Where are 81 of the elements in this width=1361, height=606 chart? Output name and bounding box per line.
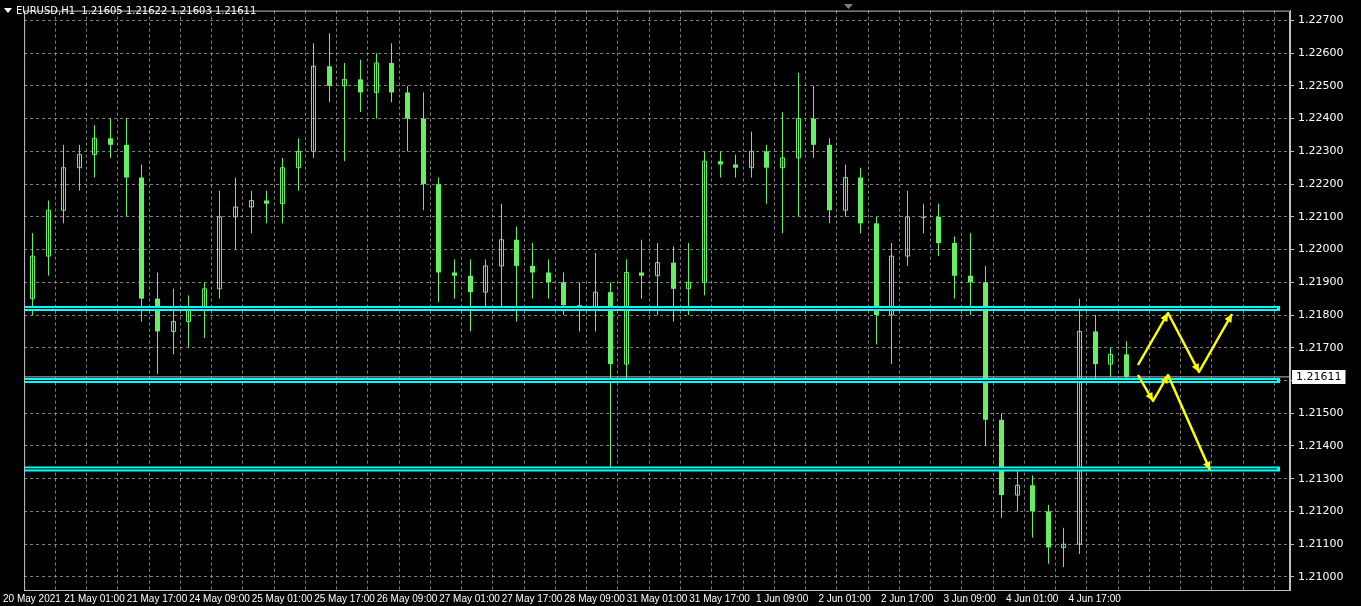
candlestick: [77, 144, 82, 192]
candlestick: [358, 59, 363, 113]
y-tick-label: 1.22000: [1298, 242, 1344, 256]
x-tick-label: 20 May 2021: [2, 592, 62, 604]
y-tick-label: 1.22700: [1298, 13, 1344, 27]
candlestick: [249, 190, 254, 234]
candlestick: [264, 190, 269, 224]
candlestick: [639, 239, 644, 300]
candlestick: [280, 157, 285, 224]
x-tick-label: 21 May 01:00: [64, 592, 126, 604]
y-tick-label: 1.22600: [1298, 46, 1344, 60]
candlestick: [921, 203, 926, 234]
candlestick: [296, 137, 301, 192]
x-tick-label: 4 Jun 17:00: [1068, 592, 1122, 604]
y-tick-label: 1.22200: [1298, 176, 1344, 190]
chart-title: EURUSD,H1 1.21605 1.21622 1.21603 1.21611: [16, 5, 257, 16]
candlestick: [483, 258, 488, 309]
x-tick-label: 4 Jun 01:00: [1006, 592, 1059, 604]
x-tick-label: 1 Jun 09:00: [755, 592, 809, 604]
x-tick-label: 25 May 17:00: [314, 592, 376, 604]
y-tick-label: 1.21000: [1298, 569, 1344, 583]
candlestick: [61, 144, 66, 224]
candlestick: [452, 258, 457, 300]
candlestick: [233, 177, 238, 251]
y-tick-label: 1.21500: [1298, 406, 1344, 420]
y-tick-label: 1.22500: [1298, 78, 1344, 92]
x-tick-label: 28 May 09:00: [564, 592, 626, 604]
y-tick-label: 1.22400: [1298, 111, 1344, 125]
candlestick: [92, 124, 97, 179]
x-tick-label: 2 Jun 01:00: [818, 592, 872, 604]
candlestick: [764, 144, 769, 205]
candlestick: [1077, 298, 1082, 555]
x-tick-label: 27 May 17:00: [501, 592, 563, 604]
y-tick-label: 1.22100: [1298, 209, 1344, 223]
candlestick: [905, 190, 910, 267]
y-tick-label: 1.21300: [1298, 471, 1344, 485]
x-tick-label: 21 May 17:00: [126, 592, 188, 604]
y-tick-label: 1.21800: [1298, 307, 1344, 321]
candlestick: [311, 42, 316, 159]
x-tick-label: 31 May 17:00: [689, 592, 751, 604]
candlestick: [718, 150, 723, 179]
y-tick-label: 1.21200: [1298, 504, 1344, 518]
candlestick: [30, 232, 35, 316]
y-tick-label: 1.21700: [1298, 340, 1344, 354]
y-tick-label: 1.21100: [1298, 537, 1344, 551]
candlestick: [733, 154, 738, 179]
candlestick: [468, 258, 473, 332]
y-tick-label: 1.21400: [1298, 438, 1344, 452]
candlestick: [1015, 468, 1020, 512]
x-tick-label: 27 May 01:00: [439, 592, 501, 604]
candlestick: [843, 163, 848, 218]
candlestick: [702, 150, 707, 296]
candlestick: [655, 242, 660, 316]
candlestick: [749, 131, 754, 179]
y-tick-label: 1.21900: [1298, 275, 1344, 289]
candlestick: [327, 33, 332, 103]
x-tick-label: 24 May 09:00: [189, 592, 251, 604]
ref-line-label: 1.21611: [1296, 369, 1342, 383]
candlestick: [796, 72, 801, 218]
candlestick: [499, 203, 504, 309]
candlestick: [342, 62, 347, 162]
x-tick-label: 2 Jun 17:00: [880, 592, 934, 604]
candlestick: [1061, 527, 1066, 568]
x-tick-label: 26 May 09:00: [376, 592, 438, 604]
x-tick-label: 3 Jun 09:00: [943, 592, 997, 604]
candlestick: [968, 232, 973, 316]
candlestick: [546, 258, 551, 300]
candlestick: [171, 288, 176, 355]
candlestick: [108, 118, 113, 159]
candlestick: [374, 52, 379, 120]
candlestick: [217, 190, 222, 300]
candlestick: [561, 271, 566, 316]
x-tick-label: 25 May 01:00: [251, 592, 313, 604]
candlestick: [780, 111, 785, 234]
x-tick-label: 31 May 01:00: [626, 592, 688, 604]
candlestick: [686, 242, 691, 316]
candlestick: [1108, 347, 1113, 378]
candlestick: [46, 199, 51, 277]
candlestick: [530, 242, 535, 300]
candlestick: [889, 242, 894, 365]
y-tick-label: 1.22300: [1298, 144, 1344, 158]
